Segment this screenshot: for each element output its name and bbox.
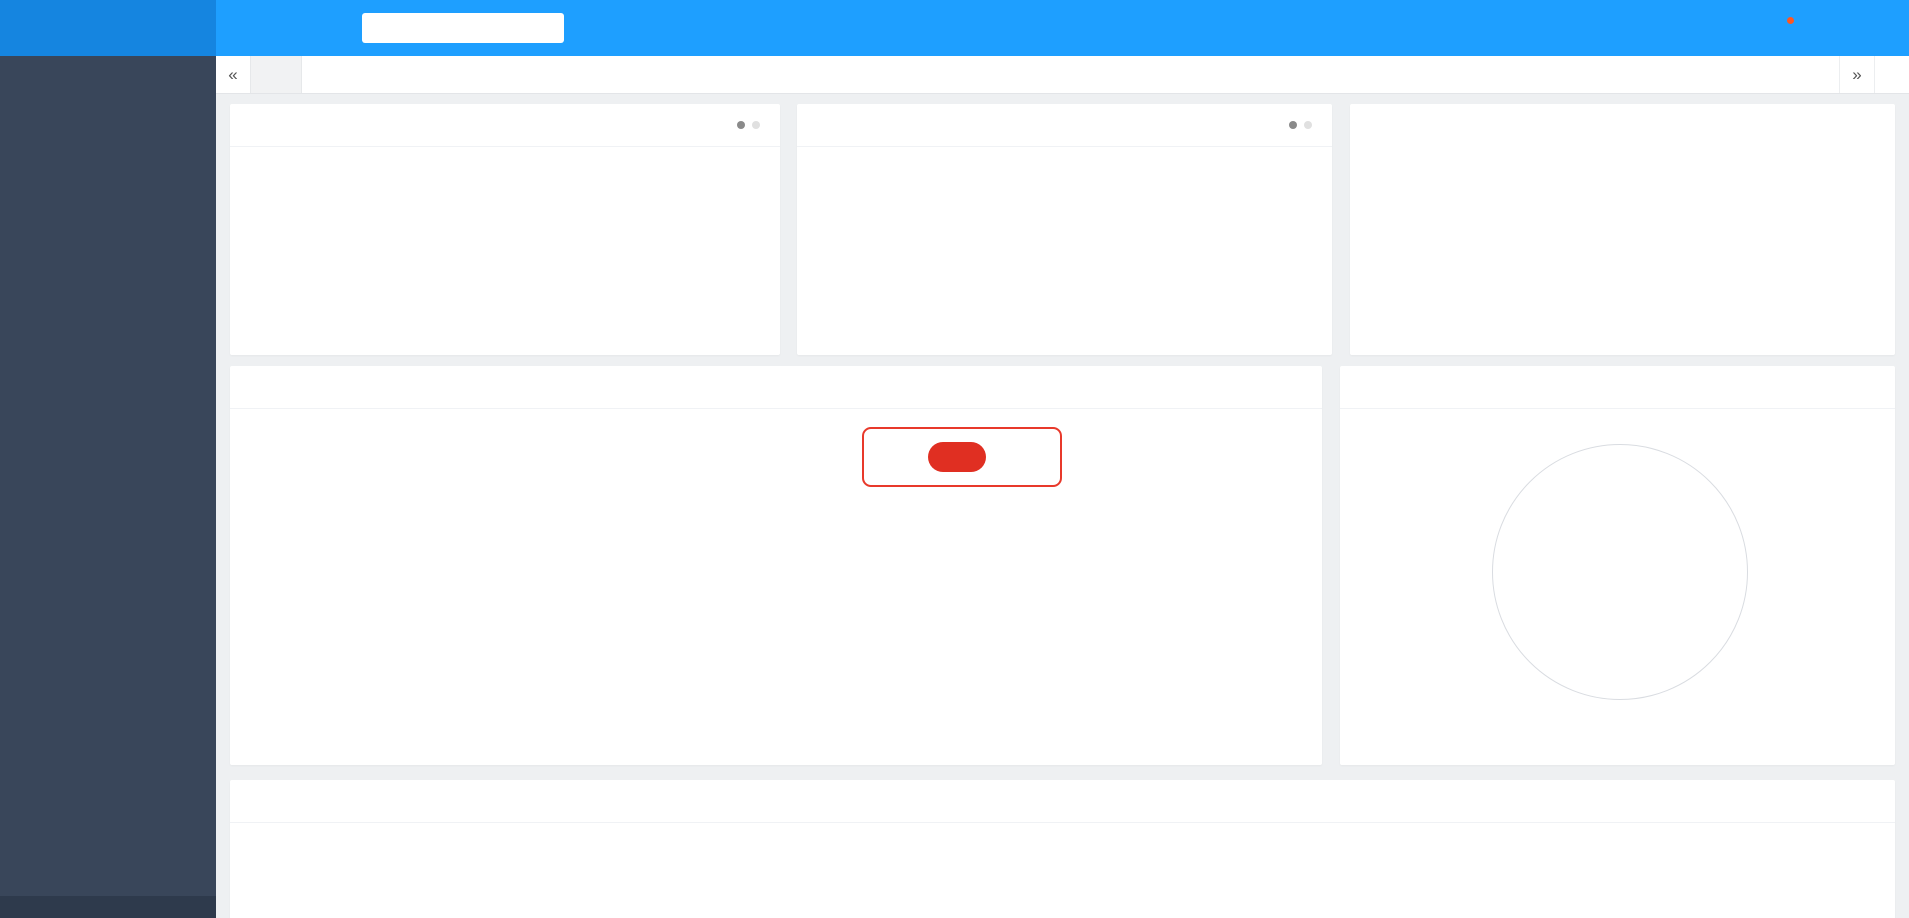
- refresh-icon[interactable]: [304, 0, 348, 56]
- carousel-dot[interactable]: [737, 121, 745, 129]
- search-input[interactable]: [362, 13, 564, 43]
- sidebar-collapse-strip[interactable]: [0, 896, 216, 918]
- chevron-down-icon: [1862, 23, 1873, 34]
- sidebar: [0, 56, 216, 918]
- pie-outer-ring: [1492, 444, 1748, 700]
- source-pie-card: [1340, 366, 1895, 765]
- carousel-dots: [737, 121, 760, 129]
- main-content: [216, 93, 1909, 918]
- tab-home[interactable]: [250, 56, 302, 93]
- tabbar-spacer: [302, 56, 1839, 93]
- stats-overview-card: [230, 780, 1895, 918]
- scroll-tabs-right-button[interactable]: »: [1839, 56, 1874, 93]
- pie-chart[interactable]: [1508, 460, 1732, 684]
- carousel-dot[interactable]: [1289, 121, 1297, 129]
- carousel-dot[interactable]: [752, 121, 760, 129]
- todo-card: [797, 104, 1332, 355]
- trend-chart-card: [230, 366, 1322, 765]
- topbar-right: [1673, 0, 1909, 56]
- site-selector[interactable]: [1673, 0, 1717, 56]
- app-logo: [0, 0, 216, 56]
- carousel-dot[interactable]: [1304, 121, 1312, 129]
- tab-actions-dropdown[interactable]: [1874, 56, 1909, 93]
- shortcuts-card: [230, 104, 780, 355]
- collapse-sidebar-icon[interactable]: [216, 0, 260, 56]
- top-bar: [0, 0, 1909, 56]
- chevron-down-icon: [1692, 23, 1703, 34]
- php-logo-badge: [928, 442, 986, 472]
- theme-palette-icon[interactable]: [1801, 0, 1843, 56]
- tab-bar: « »: [216, 56, 1909, 94]
- language-globe-icon[interactable]: [1717, 0, 1759, 56]
- environment-card: [1350, 104, 1895, 355]
- scroll-tabs-left-button[interactable]: «: [228, 64, 238, 84]
- notifications-bell-icon[interactable]: [1759, 0, 1801, 56]
- carousel-dots: [1289, 121, 1312, 129]
- php-cn-watermark: [862, 427, 1062, 487]
- notification-badge: [1787, 17, 1794, 24]
- fullscreen-icon[interactable]: [260, 0, 304, 56]
- user-menu[interactable]: [1843, 0, 1887, 56]
